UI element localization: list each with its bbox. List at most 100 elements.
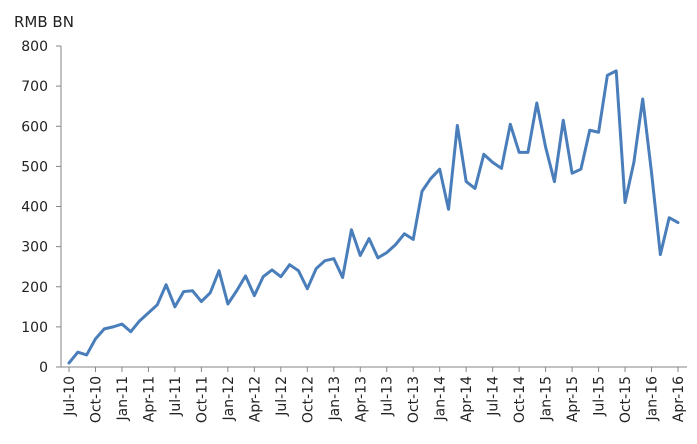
data-point — [218, 270, 220, 272]
data-point — [85, 354, 87, 356]
data-point — [68, 362, 70, 364]
series-line — [69, 71, 678, 363]
x-tick-label: Jul-15 — [592, 376, 608, 417]
x-tick-label: Jan-16 — [645, 376, 661, 422]
data-point — [465, 180, 467, 182]
line-chart: RMB BN 0100200300400500600700800 Jul-10 O… — [0, 0, 697, 444]
data-point — [359, 254, 361, 256]
x-tick-label: Oct-15 — [618, 376, 634, 423]
data-point — [191, 290, 193, 292]
data-point — [606, 74, 608, 76]
data-point — [253, 294, 255, 296]
x-tick-label: Jul-12 — [274, 376, 290, 417]
data-point — [527, 151, 529, 153]
data-point — [341, 276, 343, 278]
data-point — [615, 70, 617, 72]
y-axis-ticks: 0 100 200 300 400 500 600 700 800 — [21, 39, 61, 376]
data-point — [430, 177, 432, 179]
data-point — [112, 326, 114, 328]
x-tick-label: Jan-11 — [115, 376, 131, 421]
series-group — [68, 70, 679, 365]
data-point — [447, 208, 449, 210]
data-point — [536, 102, 538, 104]
x-axis-ticks: Jul-10 Oct-10 Jan-11 Apr-11 Jul-11 Oct-11 Jan-… — [62, 367, 687, 423]
data-point — [650, 171, 652, 173]
data-point — [280, 276, 282, 278]
data-point — [306, 288, 308, 290]
x-tick-label: Apr-15 — [565, 376, 581, 422]
data-point — [235, 290, 237, 292]
data-point — [121, 323, 123, 325]
data-point — [183, 290, 185, 292]
x-tick-label: Oct-14 — [512, 376, 528, 423]
data-point — [200, 300, 202, 302]
data-point — [597, 131, 599, 133]
x-tick-label: Jul-11 — [168, 376, 184, 417]
data-point — [315, 267, 317, 269]
data-point — [474, 187, 476, 189]
x-tick-label: Apr-14 — [459, 376, 475, 422]
x-tick-label: Apr-16 — [671, 376, 687, 422]
data-point — [103, 328, 105, 330]
y-axis-unit-label: RMB BN — [14, 13, 74, 31]
x-tick-label: Oct-12 — [300, 376, 316, 423]
x-tick-label: Oct-11 — [194, 376, 210, 423]
data-point — [456, 124, 458, 126]
y-tick-label: 800 — [21, 39, 48, 55]
data-point — [624, 201, 626, 203]
y-tick-label: 700 — [21, 79, 48, 95]
data-point — [386, 251, 388, 253]
data-point — [227, 303, 229, 305]
x-tick-label: Apr-11 — [141, 376, 157, 422]
data-point — [271, 269, 273, 271]
x-tick-label: Jul-14 — [486, 376, 502, 417]
x-tick-label: Apr-12 — [247, 376, 263, 422]
x-tick-label: Apr-13 — [353, 376, 369, 422]
data-point — [491, 161, 493, 163]
data-point — [544, 146, 546, 148]
data-point — [571, 172, 573, 174]
data-point — [94, 338, 96, 340]
data-point — [509, 123, 511, 125]
data-point — [394, 243, 396, 245]
y-tick-label: 100 — [21, 320, 48, 336]
x-tick-label: Jan-15 — [539, 376, 555, 421]
data-point — [262, 276, 264, 278]
y-tick-label: 600 — [21, 119, 48, 135]
x-tick-label: Oct-10 — [88, 376, 104, 423]
data-point — [518, 151, 520, 153]
data-point — [377, 257, 379, 259]
y-tick-label: 300 — [21, 240, 48, 256]
data-point — [174, 306, 176, 308]
data-point — [641, 98, 643, 100]
data-point — [483, 153, 485, 155]
data-point — [659, 253, 661, 255]
y-tick-label: 400 — [21, 200, 48, 216]
x-tick-label: Oct-13 — [406, 376, 422, 423]
x-tick-label: Jul-10 — [62, 376, 78, 417]
data-point — [553, 180, 555, 182]
data-point — [350, 229, 352, 231]
data-point — [403, 233, 405, 235]
data-point — [333, 257, 335, 259]
data-point — [580, 168, 582, 170]
data-point — [500, 167, 502, 169]
data-point — [562, 119, 564, 121]
data-point — [368, 237, 370, 239]
data-point — [324, 259, 326, 261]
data-point — [209, 292, 211, 294]
data-point — [589, 129, 591, 131]
data-point — [297, 270, 299, 272]
y-tick-label: 0 — [39, 360, 48, 376]
x-tick-label: Jan-14 — [433, 376, 449, 422]
data-point — [138, 320, 140, 322]
x-tick-label: Jul-13 — [380, 376, 396, 417]
data-point — [130, 330, 132, 332]
x-tick-label: Jan-13 — [327, 376, 343, 421]
data-point — [147, 312, 149, 314]
data-point — [77, 351, 79, 353]
data-point — [668, 217, 670, 219]
data-point — [677, 221, 679, 223]
y-tick-label: 200 — [21, 280, 48, 296]
data-point — [438, 168, 440, 170]
